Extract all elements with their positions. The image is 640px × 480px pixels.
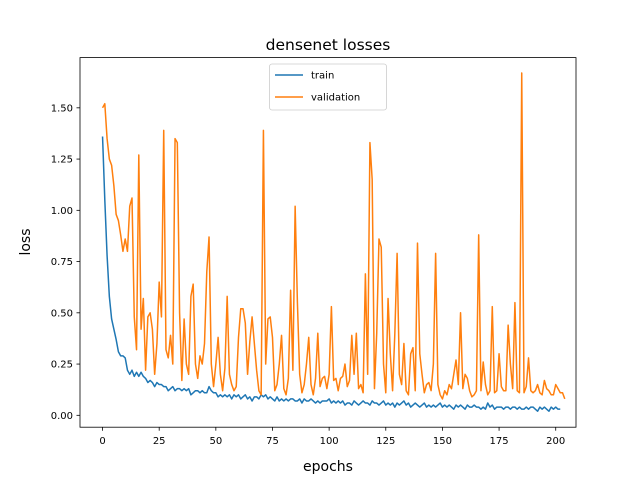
- chart-title: densenet losses: [266, 36, 391, 54]
- x-tick-label: 25: [153, 436, 166, 447]
- x-tick-label: 100: [320, 436, 339, 447]
- series-line-train: [101, 136, 561, 412]
- series-layer: [101, 72, 566, 412]
- y-tick-label: 0.00: [51, 411, 73, 422]
- y-tick-label: 1.00: [51, 206, 73, 217]
- y-tick-label: 0.75: [51, 257, 73, 268]
- plot-frame: [79, 57, 577, 428]
- y-tick-label: 1.50: [51, 103, 73, 114]
- x-tick-label: 50: [209, 436, 222, 447]
- x-tick-label: 125: [376, 436, 395, 447]
- legend: train validation: [269, 63, 387, 111]
- axes-layer: 0 25 50 75 100 125 150 175 200 0.00 0.25 0.50 0.75 1.…: [51, 103, 566, 447]
- x-tick-label: 75: [266, 436, 279, 447]
- x-tick-label: 175: [490, 436, 509, 447]
- y-tick-label: 1.25: [51, 155, 73, 166]
- legend-label-validation: validation: [311, 93, 360, 104]
- series-line-validation: [101, 72, 566, 400]
- legend-label-train: train: [311, 71, 334, 82]
- y-axis-label: loss: [18, 228, 34, 255]
- y-tick-label: 0.50: [51, 308, 73, 319]
- x-tick-label: 200: [546, 436, 565, 447]
- x-axis-label: epochs: [303, 459, 353, 475]
- y-tick-label: 0.25: [51, 360, 73, 371]
- x-tick-label: 150: [433, 436, 452, 447]
- x-tick-label: 0: [99, 436, 105, 447]
